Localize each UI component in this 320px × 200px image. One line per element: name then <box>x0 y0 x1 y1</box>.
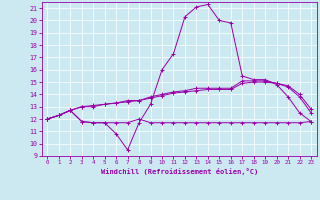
X-axis label: Windchill (Refroidissement éolien,°C): Windchill (Refroidissement éolien,°C) <box>100 168 258 175</box>
